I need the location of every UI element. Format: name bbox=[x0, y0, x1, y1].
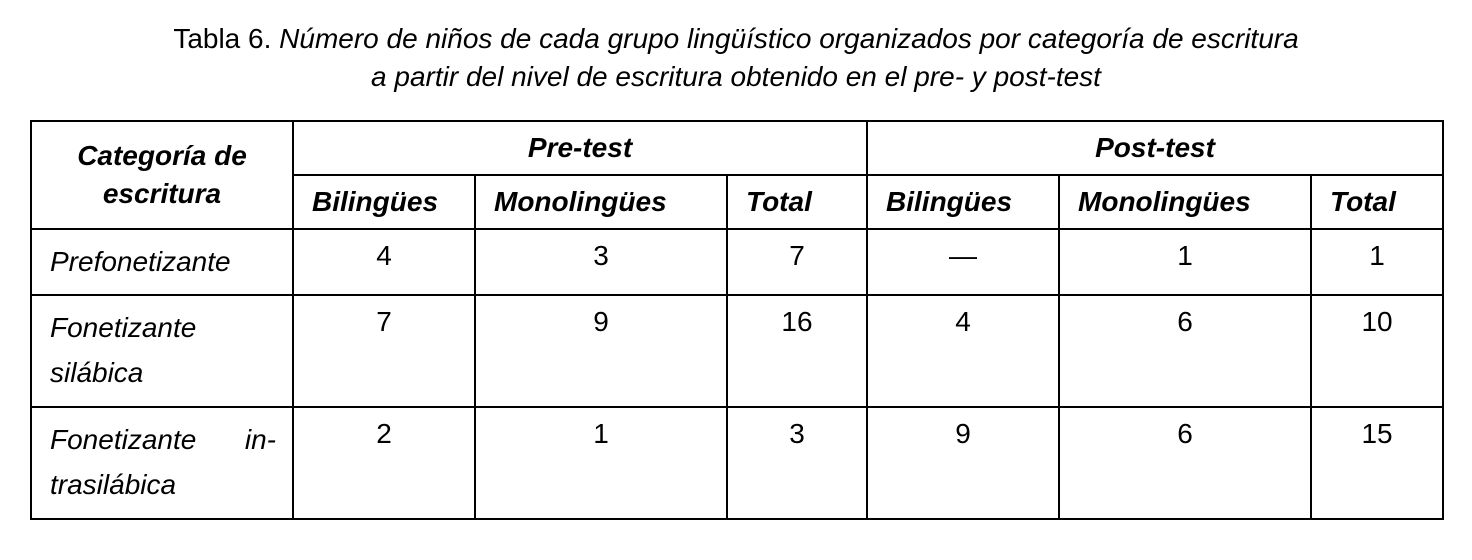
cell-value: 3 bbox=[727, 407, 867, 519]
data-table: Categoría de escritura Pre-test Post-tes… bbox=[30, 120, 1444, 520]
row-label: Fonetizante in­trasilábica bbox=[31, 407, 293, 519]
header-post-total: Total bbox=[1311, 175, 1443, 229]
cell-value: 9 bbox=[475, 295, 727, 407]
table-row: Fonetizante in­trasilábica 2 1 3 9 6 15 bbox=[31, 407, 1443, 519]
table-row: Prefonetizante 4 3 7 — 1 1 bbox=[31, 229, 1443, 296]
cell-value: 10 bbox=[1311, 295, 1443, 407]
table-caption: Tabla 6. Número de niños de cada grupo l… bbox=[30, 20, 1442, 96]
cell-value: 4 bbox=[867, 295, 1059, 407]
header-pre-total: Total bbox=[727, 175, 867, 229]
cell-value: 1 bbox=[1059, 229, 1311, 296]
header-post-monolingues: Monolingües bbox=[1059, 175, 1311, 229]
header-post-bilingues: Bilingües bbox=[867, 175, 1059, 229]
row-label: Prefonetizante bbox=[31, 229, 293, 296]
header-group-posttest: Post-test bbox=[867, 121, 1443, 175]
header-group-pretest: Pre-test bbox=[293, 121, 867, 175]
cell-value: 15 bbox=[1311, 407, 1443, 519]
cell-value: — bbox=[867, 229, 1059, 296]
cell-value: 1 bbox=[475, 407, 727, 519]
cell-value: 4 bbox=[293, 229, 475, 296]
cell-value: 7 bbox=[293, 295, 475, 407]
cell-value: 1 bbox=[1311, 229, 1443, 296]
cell-value: 2 bbox=[293, 407, 475, 519]
cell-value: 6 bbox=[1059, 295, 1311, 407]
cell-value: 7 bbox=[727, 229, 867, 296]
row-label: Fonetizante silábica bbox=[31, 295, 293, 407]
caption-label: Tabla 6. bbox=[173, 23, 271, 54]
cell-value: 3 bbox=[475, 229, 727, 296]
caption-title-line1: Número de niños de cada grupo lingüístic… bbox=[279, 23, 1299, 54]
caption-title-line2: a partir del nivel de escritura obtenido… bbox=[371, 61, 1101, 92]
cell-value: 9 bbox=[867, 407, 1059, 519]
cell-value: 6 bbox=[1059, 407, 1311, 519]
header-pre-monolingues: Monolingües bbox=[475, 175, 727, 229]
header-pre-bilingues: Bilingües bbox=[293, 175, 475, 229]
table-row: Fonetizante silábica 7 9 16 4 6 10 bbox=[31, 295, 1443, 407]
cell-value: 16 bbox=[727, 295, 867, 407]
header-row-1: Categoría de escritura Pre-test Post-tes… bbox=[31, 121, 1443, 175]
header-category: Categoría de escritura bbox=[31, 121, 293, 229]
